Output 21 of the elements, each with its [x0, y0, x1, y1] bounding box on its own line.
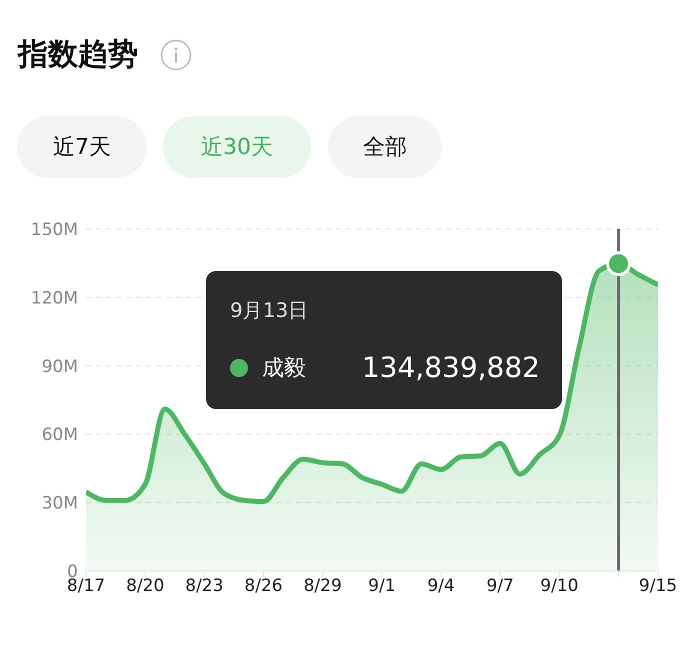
x-tick-label: 9/7	[486, 576, 514, 596]
x-tick-label: 9/10	[540, 576, 578, 596]
x-tick-label: 9/4	[427, 576, 455, 596]
y-tick-label: 90M	[42, 356, 78, 377]
chart-title: 指数趋势	[18, 36, 138, 74]
y-tick-label: 30M	[42, 494, 78, 514]
legend-label: 成毅	[262, 354, 306, 382]
text: 全部	[328, 116, 442, 178]
x-tick-label: 8/20	[126, 576, 164, 596]
annotation: 9月13日	[230, 297, 308, 324]
text: 近30天	[163, 116, 311, 178]
text: 近7天	[17, 116, 147, 178]
y-tick-label: 60M	[42, 425, 78, 446]
x-tick-label: 9/15	[638, 576, 678, 596]
y-tick-label: 120M	[30, 288, 78, 308]
x-tick-label: 8/29	[304, 576, 342, 596]
x-tick-label: 9/1	[368, 576, 396, 596]
x-tick-label: 8/23	[185, 576, 224, 596]
annotation: 134,839,882	[362, 351, 540, 384]
x-tick-label: 8/26	[244, 576, 283, 596]
y-tick-label: 150M	[30, 220, 78, 240]
